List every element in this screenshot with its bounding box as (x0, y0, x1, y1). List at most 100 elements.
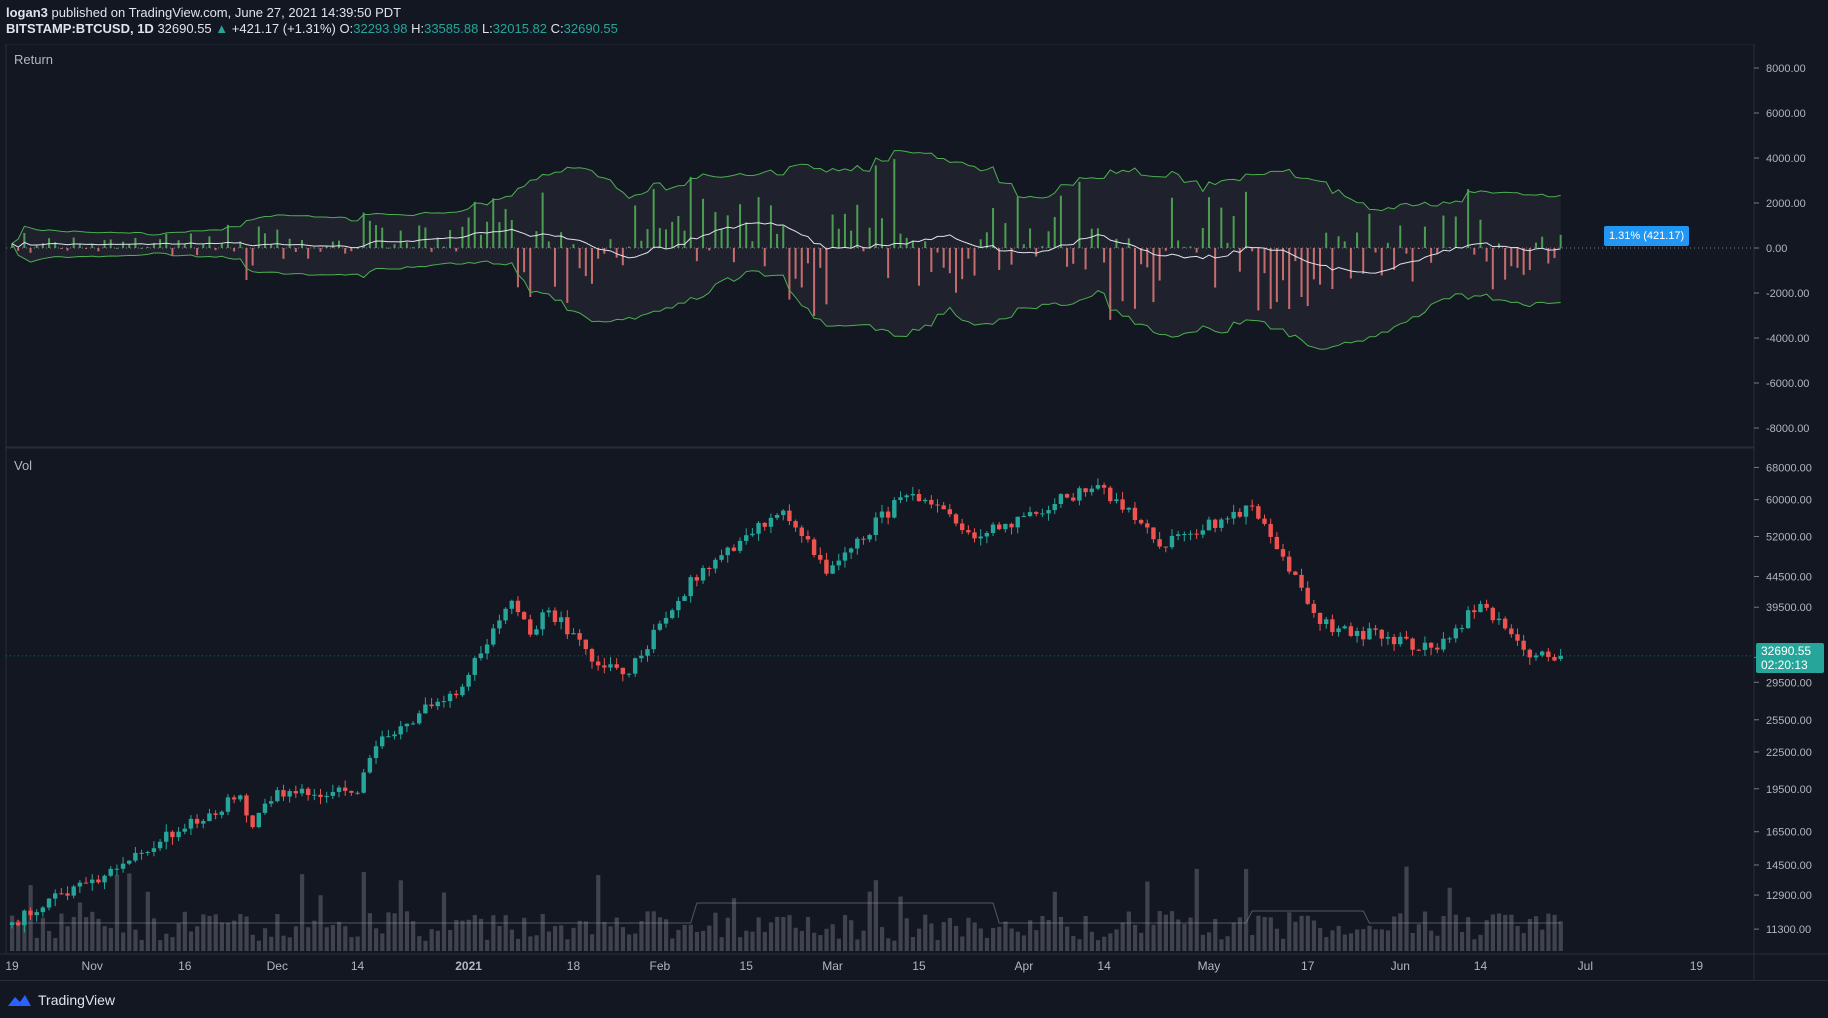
return-pane-title[interactable]: Return (14, 52, 54, 67)
candle-body (1034, 512, 1039, 514)
candle-body (1200, 530, 1206, 535)
candle-body (22, 910, 27, 926)
volume-bar (577, 920, 582, 951)
candle-body (534, 629, 539, 635)
candle-body (1515, 634, 1520, 641)
candle-body (639, 655, 644, 659)
candle-body (719, 555, 724, 560)
return-bar (1010, 248, 1013, 265)
return-bar (300, 240, 303, 248)
volume-bar (941, 922, 946, 951)
volume-bar (984, 937, 990, 951)
return-bar (1004, 223, 1007, 248)
candle-body (1478, 603, 1483, 613)
volume-bar (275, 914, 280, 951)
return-bar (1300, 248, 1303, 297)
candle-body (275, 790, 280, 802)
price-axis-label: 12900.00 (1766, 890, 1812, 902)
volume-bar (1503, 914, 1508, 951)
candle-body (1182, 534, 1187, 536)
candle-body (1502, 618, 1508, 629)
volume-bar (404, 911, 410, 951)
candle-body (1509, 628, 1514, 635)
price-axis-label: 60000.00 (1766, 495, 1812, 507)
candle-body (59, 893, 64, 895)
return-bar (1189, 246, 1192, 248)
volume-bar (583, 921, 589, 951)
volume-bar (232, 920, 237, 951)
return-bar (288, 238, 291, 248)
candle-body (194, 818, 200, 824)
candle-body (873, 517, 878, 535)
author-name[interactable]: logan3 (6, 5, 48, 20)
volume-bar (34, 937, 39, 951)
volume-bar (954, 925, 959, 951)
return-bar (1337, 236, 1340, 248)
volume-ma-line (12, 902, 1561, 924)
price-axis-label: 68000.00 (1766, 462, 1812, 474)
return-bar (541, 192, 544, 248)
tradingview-logo[interactable]: TradingView (6, 992, 115, 1008)
return-bar (1152, 248, 1155, 303)
return-bar (603, 248, 606, 254)
return-bar (338, 240, 341, 248)
return-bar (720, 228, 723, 248)
return-bar (1127, 238, 1130, 248)
return-bar (1053, 216, 1056, 248)
return-bar (1380, 248, 1383, 276)
symbol-label[interactable]: BITSTAMP:BTCUSD, 1D (6, 21, 154, 36)
candle-body (737, 540, 743, 551)
volume-bar (546, 931, 551, 951)
candle-body (1064, 494, 1070, 498)
return-bar (634, 205, 637, 248)
return-pane (5, 43, 1755, 448)
candle-body (941, 505, 946, 510)
high-value: 33585.88 (424, 21, 479, 36)
price-axis-label: 19500.00 (1766, 784, 1812, 796)
candle-body (910, 494, 916, 496)
candle-body (410, 723, 416, 725)
time-axis-label: Mar (822, 959, 843, 973)
publish-info: logan3 published on TradingView.com, Jun… (6, 5, 401, 20)
return-bar (214, 248, 217, 251)
candle-body (1194, 533, 1199, 535)
candle-body (71, 886, 76, 896)
candle-body (972, 532, 977, 539)
candle-body (435, 701, 440, 707)
candle-body (238, 795, 243, 800)
vol-pane-title[interactable]: Vol (14, 458, 33, 473)
candle-body (478, 653, 484, 659)
candle-body (929, 499, 934, 505)
candle-body (256, 812, 261, 828)
time-axis-label: 17 (1301, 959, 1315, 973)
volume-bar (127, 873, 132, 951)
return-bar (356, 247, 359, 249)
return-bar (48, 238, 51, 248)
candle-body (429, 704, 434, 707)
volume-bar (639, 921, 644, 951)
candle-body (96, 879, 101, 883)
return-bar (1479, 219, 1482, 248)
return-bar (1325, 232, 1328, 248)
volume-bar (1132, 924, 1138, 951)
price-axis-label: 11300.00 (1766, 924, 1811, 936)
return-bar (874, 165, 877, 248)
price-axis-label: 39500.00 (1766, 602, 1812, 614)
candle-body (632, 658, 638, 674)
volume-bar (1447, 887, 1452, 951)
candle-body (1077, 488, 1082, 501)
return-bar (1170, 197, 1173, 248)
candle-body (577, 633, 582, 640)
return-bar (572, 244, 575, 248)
volume-bar (849, 920, 854, 951)
candle-body (1256, 506, 1261, 519)
return-bar (91, 243, 94, 248)
candle-body (9, 922, 15, 925)
volume-bar (818, 935, 823, 951)
return-bar (362, 212, 365, 248)
time-axis-label: 18 (567, 959, 581, 973)
return-bar (1485, 248, 1488, 262)
return-bar (196, 248, 199, 256)
return-bar (671, 221, 674, 248)
